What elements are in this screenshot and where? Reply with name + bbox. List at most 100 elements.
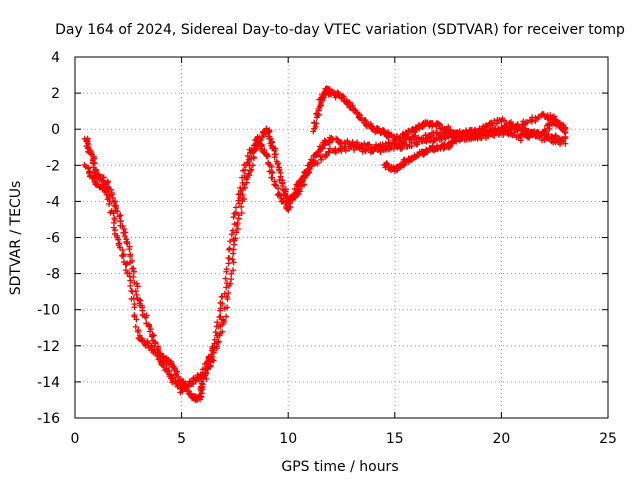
data-point [229, 227, 236, 234]
data-point [350, 105, 357, 112]
data-point [131, 268, 138, 275]
data-point [146, 328, 153, 335]
data-point [225, 246, 232, 253]
data-point [133, 291, 140, 298]
y-tick-label: -4 [46, 194, 60, 210]
x-tick-label: 20 [492, 431, 510, 447]
data-point [219, 300, 226, 307]
data-point [233, 229, 240, 236]
data-point [199, 371, 206, 378]
data-point [230, 267, 237, 274]
data-point [103, 191, 110, 198]
data-point [318, 153, 325, 160]
tick-marks [74, 56, 609, 419]
y-axis-title: SDTVAR / TECUs [8, 181, 24, 296]
data-point [239, 179, 246, 186]
data-point [349, 102, 356, 109]
data-point [223, 280, 230, 287]
data-point [190, 380, 197, 387]
data-point [250, 155, 257, 162]
data-point [213, 332, 220, 339]
data-points [81, 85, 569, 403]
data-point [310, 128, 317, 135]
y-tick-label: -8 [46, 267, 60, 283]
data-point [332, 94, 339, 101]
data-point [279, 198, 286, 205]
data-point [91, 160, 98, 167]
data-point [121, 226, 128, 233]
data-point [127, 253, 134, 260]
data-point [230, 236, 237, 243]
data-point [289, 195, 296, 202]
data-point [241, 166, 248, 173]
data-point [188, 380, 195, 387]
data-point [277, 173, 284, 180]
data-point [374, 126, 381, 133]
data-point [237, 184, 244, 191]
data-point [234, 225, 241, 232]
data-point [142, 314, 149, 321]
data-point [508, 124, 515, 131]
tick-labels: 0 5 10 15 20 25 -16 -14 -12 -10 -8 -6 -4 -2 0 2 4 [37, 50, 617, 447]
data-point [117, 212, 124, 219]
data-point [124, 238, 131, 245]
data-point [448, 140, 455, 147]
data-point [160, 361, 167, 368]
data-point [119, 222, 126, 229]
data-point [333, 135, 340, 142]
data-point [268, 168, 275, 175]
data-point [238, 203, 245, 210]
x-tick-label: 25 [599, 431, 617, 447]
data-point [232, 204, 239, 211]
data-point [203, 359, 210, 366]
data-point [106, 201, 113, 208]
data-point [292, 189, 299, 196]
data-point [532, 133, 539, 140]
data-point [151, 338, 158, 345]
data-point [238, 210, 245, 217]
data-point [215, 338, 222, 345]
data-point [562, 140, 569, 147]
y-tick-label: -14 [37, 375, 60, 391]
data-point [264, 153, 271, 160]
data-point [542, 128, 549, 135]
data-point [445, 123, 452, 130]
data-point [310, 156, 317, 163]
data-point [127, 282, 134, 289]
data-point [126, 246, 133, 253]
data-point [211, 336, 218, 343]
data-point [546, 125, 553, 132]
chart-title: Day 164 of 2024, Sidereal Day-to-day VTE… [55, 22, 625, 38]
data-point [373, 125, 380, 132]
data-point [493, 120, 500, 127]
data-point [424, 149, 431, 156]
plot-frame [74, 56, 609, 419]
data-point [320, 142, 327, 149]
data-point [517, 137, 524, 144]
data-point [114, 234, 121, 241]
data-point [222, 275, 229, 282]
data-point [339, 93, 346, 100]
data-point [319, 145, 326, 152]
data-point [228, 270, 235, 277]
data-point [133, 316, 140, 323]
data-point [149, 333, 156, 340]
data-point [541, 136, 548, 143]
data-point [269, 174, 276, 181]
data-point [226, 245, 233, 252]
y-tick-label: -2 [46, 158, 60, 174]
data-point [244, 159, 251, 166]
data-point [219, 293, 226, 300]
data-point [230, 259, 237, 266]
data-point [203, 365, 210, 372]
data-point [433, 135, 440, 142]
x-tick-label: 15 [386, 431, 404, 447]
data-point [335, 91, 342, 98]
data-point [206, 354, 213, 361]
data-point [212, 329, 219, 336]
data-point [562, 129, 569, 136]
data-point [210, 357, 217, 364]
data-point [228, 276, 235, 283]
data-point [318, 156, 325, 163]
x-axis-title: GPS time / hours [281, 459, 398, 475]
